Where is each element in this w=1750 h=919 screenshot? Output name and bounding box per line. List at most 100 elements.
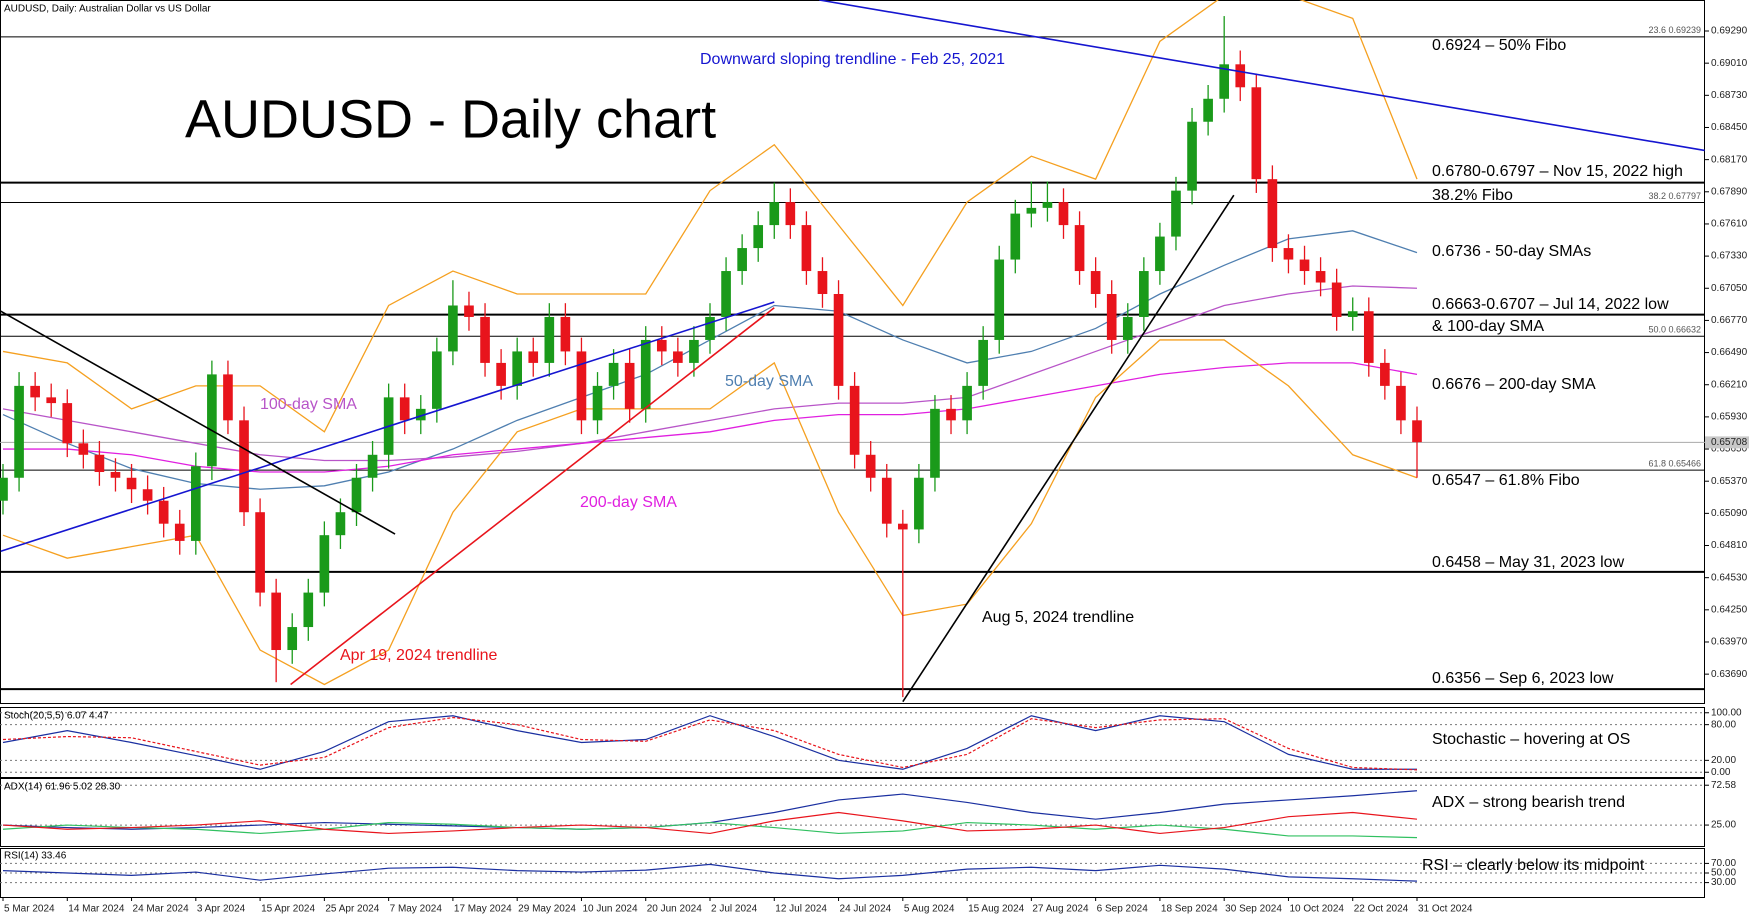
x-tick-label: 5 Mar 2024 [4,904,55,915]
annotation: Aug 5, 2024 trendline [982,609,1134,626]
candle-body [1187,121,1197,191]
candle-body [415,408,426,421]
candle-body [785,202,796,226]
candle-body [319,535,330,593]
candle-body [1106,294,1117,340]
annotation: Stochastic – hovering at OS [1432,731,1630,748]
annotation: Downward sloping trendline - Feb 25, 202… [700,51,1005,68]
y-tick-label: 0.68450 [1711,122,1748,133]
candle-body [1251,87,1262,180]
candle-body [190,466,201,541]
candle-body [1010,213,1021,260]
y-tick-label: 30.00 [1711,877,1736,888]
candle-body [335,512,346,536]
candle-body [1074,225,1085,272]
candle-body [1058,202,1069,226]
candle-body [464,305,474,317]
x-tick-label: 20 Jun 2024 [647,904,702,915]
y-tick-label: 0.67890 [1711,186,1748,197]
candle-body [207,374,217,467]
indicator-line [2,821,1418,839]
candle-body [1267,179,1278,249]
overlay-line [2,339,1418,686]
candle-body [1347,311,1358,317]
candle-body [865,454,876,478]
candle-body [351,477,362,513]
candle-body [576,351,587,421]
y-tick-label: 0.65650 [1711,444,1748,455]
candle-body [174,523,185,541]
candle-body [608,362,619,386]
x-tick-label: 6 Sep 2024 [1097,904,1149,915]
y-tick-label: 0.64250 [1711,604,1748,615]
candle-body [673,351,683,363]
plot [0,0,1705,703]
annotation: 0.6663-0.6707 – Jul 14, 2022 low [1432,296,1669,313]
overlay: AUDUSD, Daily: Australian Dollar vs US D… [4,4,1683,875]
candle-body [126,477,137,490]
candle-body [367,454,378,478]
candle-body [1363,311,1374,363]
y-tick-label: 0.66770 [1711,315,1748,326]
sma-label: 200-day SMA [580,494,677,511]
x-tick-label: 18 Sep 2024 [1161,904,1218,915]
candle-body [480,316,490,363]
y-tick-label: 0.63970 [1711,637,1748,648]
stoch-frame [0,707,1705,778]
chart-subtitle: AUDUSD, Daily: Australian Dollar vs US D… [4,4,211,15]
x-tick-label: 10 Jun 2024 [582,904,637,915]
indicator-line [2,811,1418,835]
candle-body [1042,202,1053,208]
indicator-line [2,716,1418,771]
candle-body [881,477,892,524]
overlay-line [3,362,1418,473]
candle-body [705,316,715,340]
x-tick-label: 24 Jul 2024 [840,904,892,915]
candle-body [994,259,1005,340]
sma-label: 50-day SMA [725,373,813,390]
candle-body [946,408,956,421]
candle-body [737,248,747,272]
candle-body [656,339,667,352]
candle-body [592,385,603,421]
y-tick-label: 0.65090 [1711,508,1748,519]
candle-body [287,627,298,651]
candle-body [448,305,458,352]
annotation: 0.6356 – Sep 6, 2023 low [1432,670,1614,687]
candle-body [0,477,8,501]
annotation: RSI – clearly below its midpoint [1422,857,1645,874]
y-tick-label: 50.00 [1711,868,1736,879]
y-tick-label: 0.68170 [1711,154,1748,165]
level-label: 23.6 0.69239 [1648,25,1701,35]
annotation: 0.6924 – 50% Fibo [1432,37,1566,54]
x-tick-label: 22 Oct 2024 [1354,904,1409,915]
y-tick-label: 72.58 [1711,780,1736,791]
candle-body [769,202,780,226]
panel-title: RSI(14) 33.46 [4,851,67,862]
overlay-line [2,285,1418,462]
main-frame [0,0,1705,704]
candle-body [1331,282,1342,317]
indicator-line [2,715,1417,770]
candle-body [962,385,972,421]
y-tick-label: 0.66490 [1711,347,1748,358]
last-price-label: 0.65708 [1711,437,1748,448]
sma-label: 100-day SMA [260,396,357,413]
adx-frame [0,778,1705,847]
trendline [819,0,1705,152]
x-tick-label: 24 Mar 2024 [133,904,190,915]
candle-body [1380,362,1390,386]
annotation: 38.2% Fibo [1432,187,1513,204]
y-tick-label: 0.63690 [1711,669,1748,680]
candle-body [849,385,860,455]
candle-body [1139,271,1149,317]
indicator-line [2,863,1418,882]
trendline [0,301,775,553]
chart-title: AUDUSD - Daily chart [185,89,716,149]
annotation: ADX – strong bearish trend [1432,794,1625,811]
candle-body [801,225,812,272]
candle-body [1396,385,1406,421]
y-tick-label: 0.00 [1711,767,1731,778]
x-tick-label: 5 Aug 2024 [904,904,955,915]
